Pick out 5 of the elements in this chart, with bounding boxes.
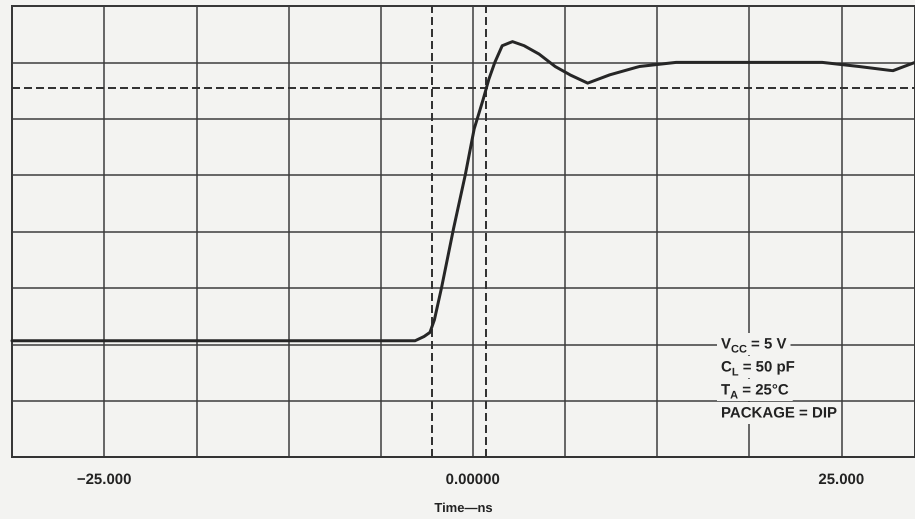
x-tick-label: −25.000: [76, 471, 132, 488]
x-tick-label: 25.000: [818, 471, 864, 488]
annotation: PACKAGE = DIP: [721, 404, 837, 422]
x-axis-title: Time—ns: [434, 500, 493, 515]
x-tick-label: 0.00000: [446, 471, 500, 488]
